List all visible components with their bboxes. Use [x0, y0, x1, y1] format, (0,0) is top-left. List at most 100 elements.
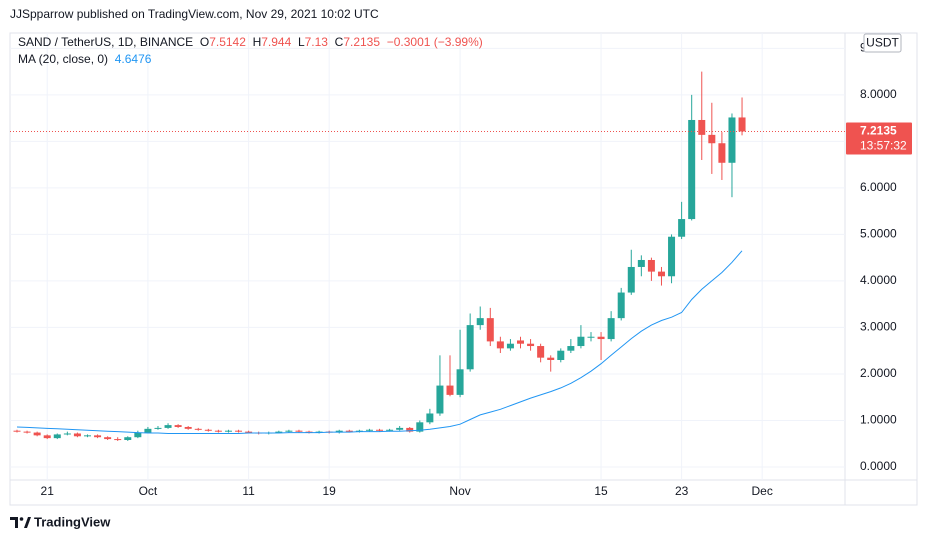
candle-body — [506, 343, 514, 349]
candle-body — [607, 318, 615, 340]
candle-body — [738, 117, 746, 132]
candle-body — [637, 259, 645, 267]
candle-body — [114, 439, 122, 441]
candle-body — [527, 343, 535, 347]
footer-logo — [10, 517, 31, 528]
y-tick-label: 0.0000 — [860, 459, 897, 473]
x-tick-label: 21 — [41, 484, 55, 498]
candle-body — [376, 429, 384, 431]
y-tick-label: 1.0000 — [860, 413, 897, 427]
x-tick-label: 11 — [242, 484, 255, 498]
candle-body — [587, 336, 595, 338]
x-tick-label: Dec — [752, 484, 773, 498]
candle-body — [174, 425, 182, 427]
candle-body — [365, 429, 373, 431]
candle-body — [567, 346, 575, 351]
currency-box — [863, 33, 902, 53]
candle-body — [698, 119, 706, 135]
candle-body — [224, 430, 232, 432]
candle-body — [33, 432, 41, 436]
ohlc-value: 7.5142 — [209, 35, 246, 49]
candle-body — [73, 433, 81, 437]
candle-body — [295, 430, 303, 432]
ohlc-letter: H — [252, 35, 262, 49]
candle-body — [617, 292, 625, 319]
candle-body — [164, 425, 172, 428]
candle-body — [486, 318, 494, 342]
candle-body — [547, 357, 555, 360]
candle-body — [577, 336, 585, 347]
ohlc-value: 7.2135 — [343, 35, 381, 49]
candle-body — [647, 259, 655, 272]
marks — [10, 71, 845, 441]
ohlc-value: 7.13 — [304, 35, 328, 49]
candle-body — [13, 430, 21, 432]
x-tick-label: Nov — [449, 484, 470, 498]
candle-body — [446, 385, 454, 395]
candle-body — [718, 143, 726, 163]
candle-body — [144, 428, 152, 433]
candle-body — [184, 426, 192, 429]
candle-body — [416, 422, 424, 432]
candle-body — [426, 413, 434, 423]
candle-body — [688, 119, 696, 220]
candle-body — [728, 117, 736, 163]
x-tick-label: 19 — [322, 484, 336, 498]
candle-body — [94, 435, 102, 438]
footer-brand: TradingView — [34, 514, 111, 529]
last-price-tag — [846, 122, 912, 155]
candle-body — [668, 236, 676, 277]
candle-body — [124, 437, 132, 440]
candle-body — [557, 350, 565, 360]
candle-body — [597, 336, 605, 340]
candle-body — [386, 429, 394, 431]
ma-line — [16, 250, 743, 434]
ohlc-letter: C — [334, 35, 344, 49]
candle-body — [657, 271, 665, 277]
candle-body — [517, 340, 524, 344]
candle-body — [245, 431, 253, 433]
ma-legend: MA (20, close, 0) 4.6476 — [18, 52, 151, 66]
grid — [10, 33, 845, 480]
y-tick-label: 3.0000 — [860, 320, 897, 334]
ohlc-letter: L — [297, 35, 305, 49]
candle-body — [496, 341, 504, 349]
candle-body — [154, 427, 162, 429]
last-price-label: 7.2135 — [860, 124, 897, 138]
candle-body — [678, 219, 686, 237]
candle-body — [204, 429, 212, 431]
x-tick-label: 15 — [594, 484, 608, 498]
candle-body — [466, 325, 474, 370]
candle-body — [53, 434, 61, 439]
candle-body — [134, 432, 142, 438]
y-tick-label: 8.0000 — [860, 87, 897, 101]
ma-name: MA (20, close, 0) — [18, 52, 109, 66]
chart-frame — [9, 32, 918, 506]
symbol-legend: SAND / TetherUS, 1D, BINANCE O7.5142 H7.… — [18, 35, 483, 49]
candle-body — [235, 430, 243, 432]
x-tick-label: 23 — [675, 484, 689, 498]
candle-body — [285, 430, 293, 432]
currency: USDT — [866, 36, 899, 50]
candle-body — [396, 427, 404, 430]
candle-body — [476, 318, 484, 326]
candle-body — [456, 369, 464, 395]
countdown: 13:57:32 — [860, 139, 907, 153]
candle-body — [43, 435, 51, 439]
axes: 0.0000 1.0000 2.0000 3.0000 4.0000 5.0000 6.00… — [41, 33, 912, 498]
candle-body — [23, 431, 31, 433]
candle-body — [627, 266, 635, 293]
candle-body — [63, 433, 71, 435]
candle-body — [345, 430, 353, 432]
ohlc-value: 7.944 — [261, 35, 292, 49]
ma-value: 4.6476 — [114, 52, 152, 66]
candle-body — [436, 385, 444, 414]
symbol: SAND / TetherUS, 1D, BINANCE — [18, 35, 194, 49]
candle-body — [275, 431, 283, 433]
y-tick-label: 4.0000 — [860, 273, 897, 287]
published-line: JJSpparrow published on TradingView.com,… — [10, 7, 379, 21]
candle-body — [83, 435, 91, 437]
candle-body — [104, 437, 112, 440]
